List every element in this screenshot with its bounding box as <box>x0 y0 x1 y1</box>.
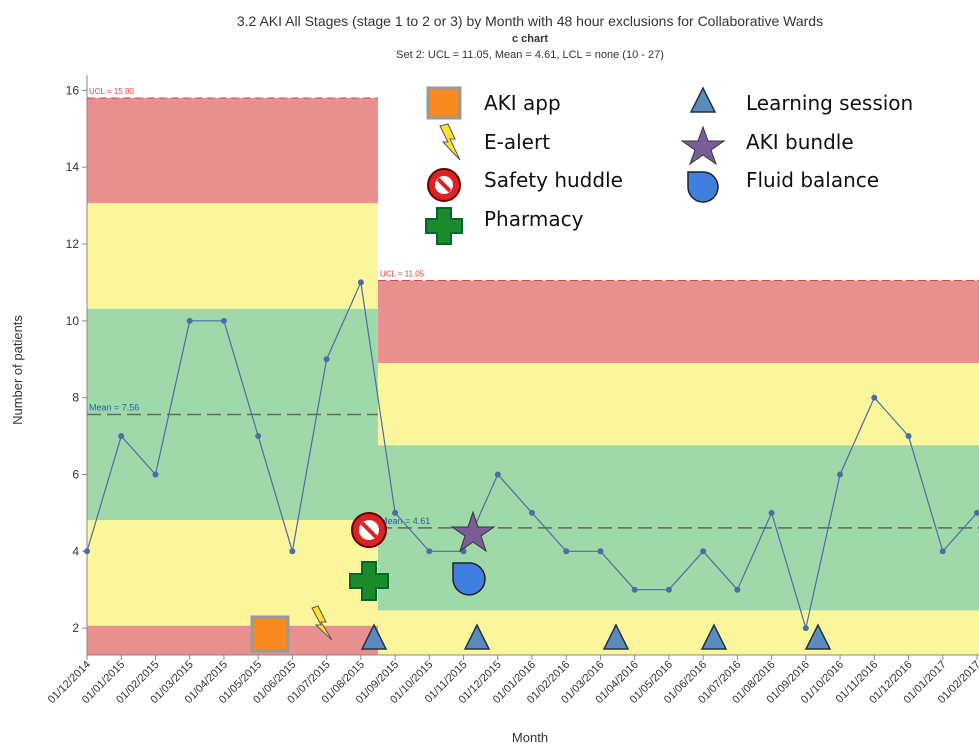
legend-label: Pharmacy <box>484 207 584 231</box>
legend-icon <box>426 86 462 120</box>
data-point <box>323 356 330 363</box>
e-alert-icon <box>311 605 333 641</box>
legend-label: AKI bundle <box>746 130 854 154</box>
data-point <box>768 509 775 516</box>
mean-label: Mean = 7.56 <box>89 403 139 413</box>
data-point <box>289 548 296 555</box>
legend-icon <box>687 171 719 203</box>
safety-huddle-bar <box>360 521 378 539</box>
ucl-label: UCL = 11.05 <box>380 269 425 278</box>
mean-label: Mean = 4.61 <box>380 516 430 526</box>
data-point <box>734 586 741 593</box>
legend-icon <box>436 177 452 193</box>
x-axis-label: Month <box>512 730 548 745</box>
legend-label: Safety huddle <box>484 168 623 192</box>
data-point <box>494 471 501 478</box>
data-point <box>392 509 399 516</box>
data-point <box>118 433 125 440</box>
fluid-balance-icon <box>452 562 486 596</box>
data-point <box>905 433 912 440</box>
y-tick-label: 4 <box>72 544 79 558</box>
control-band <box>377 363 979 446</box>
data-point <box>700 548 707 555</box>
data-point <box>255 433 262 440</box>
data-point <box>357 279 364 286</box>
legend-label: Learning session <box>746 91 913 115</box>
legend-label: E-alert <box>484 130 550 154</box>
y-axis-label: Number of patients <box>10 315 25 425</box>
data-point <box>426 548 433 555</box>
data-point <box>152 471 159 478</box>
data-point <box>871 394 878 401</box>
data-point <box>186 317 193 324</box>
data-point <box>529 509 535 516</box>
control-band <box>87 98 378 204</box>
aki-bundle-icon <box>450 510 496 553</box>
y-tick-label: 6 <box>72 467 79 481</box>
legend-icon <box>425 207 463 245</box>
chart-title: 3.2 AKI All Stages (stage 1 to 2 or 3) b… <box>237 13 823 29</box>
chart-caption: Set 2: UCL = 11.05, Mean = 4.61, LCL = n… <box>396 49 664 61</box>
learning-session-icon <box>463 623 491 650</box>
legend-icon <box>680 125 726 166</box>
control-band <box>377 280 979 364</box>
data-point <box>563 548 570 555</box>
data-point <box>939 548 946 555</box>
annotation-icons <box>250 510 832 653</box>
y-tick-label: 12 <box>66 237 80 251</box>
data-point <box>802 625 809 632</box>
data-point <box>597 548 604 555</box>
y-tick-label: 8 <box>72 391 79 405</box>
data-point <box>837 471 844 478</box>
y-tick-label: 2 <box>72 621 79 635</box>
learning-session-icon <box>804 623 832 650</box>
data-point <box>220 317 227 324</box>
learning-session-icon <box>700 623 728 650</box>
legend: AKI app E-alert Safety huddle Pharmacy L… <box>412 78 952 250</box>
y-tick-label: 14 <box>66 160 80 174</box>
legend-icon <box>689 86 717 113</box>
y-tick-label: 10 <box>66 314 80 328</box>
legend-label: Fluid balance <box>746 168 879 192</box>
data-point <box>665 586 672 593</box>
data-point <box>84 548 90 555</box>
learning-session-icon <box>360 623 388 650</box>
legend-box <box>412 78 952 250</box>
learning-session-icon <box>602 623 630 650</box>
aki-app-icon <box>250 615 290 653</box>
data-point <box>631 586 638 593</box>
y-tick-label: 16 <box>66 83 80 97</box>
control-band <box>87 203 378 309</box>
legend-label: AKI app <box>484 91 561 115</box>
control-band <box>87 520 378 626</box>
legend-icon <box>439 123 461 161</box>
data-point <box>974 509 979 516</box>
ucl-label: UCL = 15.80 <box>89 87 134 96</box>
control-band <box>87 625 378 655</box>
chart-subtitle: c chart <box>512 33 548 45</box>
pharmacy-icon <box>349 561 389 601</box>
